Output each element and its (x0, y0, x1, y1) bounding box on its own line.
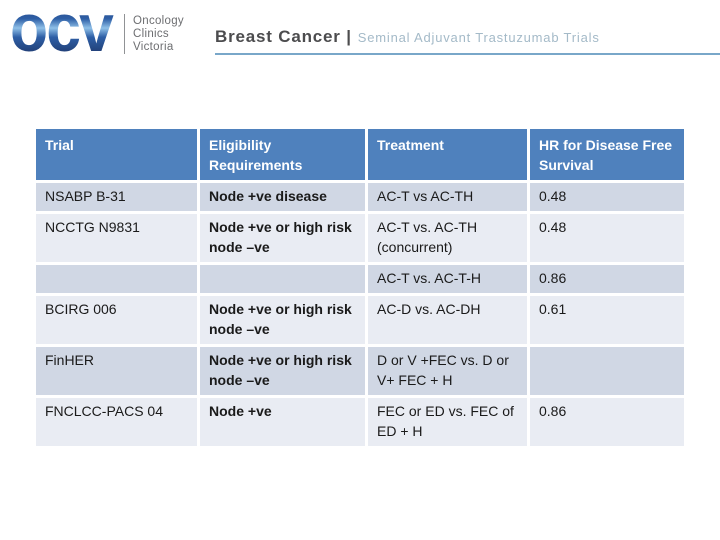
column-header-hr: HR for Disease Free Survival (527, 126, 687, 183)
hr-cell: 0.86 (527, 395, 687, 449)
trial-cell: NCCTG N9831 (33, 211, 200, 265)
table-row: NCCTG N9831 Node +ve or high risk node –… (33, 211, 687, 265)
table-row: FinHER Node +ve or high risk node –ve D … (33, 344, 687, 398)
logo-divider (124, 14, 125, 54)
trial-cell: FinHER (33, 344, 200, 398)
hr-cell (527, 344, 687, 398)
column-header-eligibility: Eligibility Requirements (197, 126, 368, 183)
trial-cell: FNCLCC-PACS 04 (33, 395, 200, 449)
slide-header: Breast Cancer | Seminal Adjuvant Trastuzu… (215, 27, 720, 55)
table-row: AC-T vs. AC-T-H 0.86 (33, 262, 687, 296)
eligibility-cell: Node +ve or high risk node –ve (197, 211, 368, 265)
treatment-cell: AC-T vs AC-TH (365, 180, 530, 214)
treatment-cell: FEC or ED vs. FEC of ED + H (365, 395, 530, 449)
trials-table: Trial Eligibility Requirements Treatment… (33, 126, 687, 449)
column-header-trial: Trial (33, 126, 200, 183)
logo: ocv Oncology Clinics Victoria (8, 8, 184, 58)
treatment-cell: D or V +FEC vs. D or V+ FEC + H (365, 344, 530, 398)
hr-cell: 0.86 (527, 262, 687, 296)
logo-name-line: Clinics (133, 27, 169, 40)
eligibility-cell (197, 262, 368, 296)
logo-name-line: Victoria (133, 40, 174, 53)
trial-cell (33, 262, 200, 296)
trial-cell: NSABP B-31 (33, 180, 200, 214)
ocv-logo-mark: ocv (10, 8, 116, 58)
eligibility-cell: Node +ve or high risk node –ve (197, 293, 368, 347)
page-title: Breast Cancer | (215, 27, 352, 46)
treatment-cell: AC-T vs. AC-TH (concurrent) (365, 211, 530, 265)
table-row: BCIRG 006 Node +ve or high risk node –ve… (33, 293, 687, 347)
trial-cell: BCIRG 006 (33, 293, 200, 347)
column-header-treatment: Treatment (365, 126, 530, 183)
eligibility-cell: Node +ve or high risk node –ve (197, 344, 368, 398)
hr-cell: 0.61 (527, 293, 687, 347)
logo-name: Oncology Clinics Victoria (133, 15, 184, 54)
table-row: FNCLCC-PACS 04 Node +ve FEC or ED vs. FE… (33, 395, 687, 449)
table-row: NSABP B-31 Node +ve disease AC-T vs AC-T… (33, 180, 687, 214)
hr-cell: 0.48 (527, 180, 687, 214)
treatment-cell: AC-D vs. AC-DH (365, 293, 530, 347)
logo-name-line: Oncology (133, 14, 184, 27)
page-subtitle: Seminal Adjuvant Trastuzumab Trials (357, 30, 600, 45)
eligibility-cell: Node +ve (197, 395, 368, 449)
hr-cell: 0.48 (527, 211, 687, 265)
table-header-row: Trial Eligibility Requirements Treatment… (33, 126, 687, 183)
ocv-logo-text: ocv (10, 8, 114, 58)
treatment-cell: AC-T vs. AC-T-H (365, 262, 530, 296)
eligibility-cell: Node +ve disease (197, 180, 368, 214)
